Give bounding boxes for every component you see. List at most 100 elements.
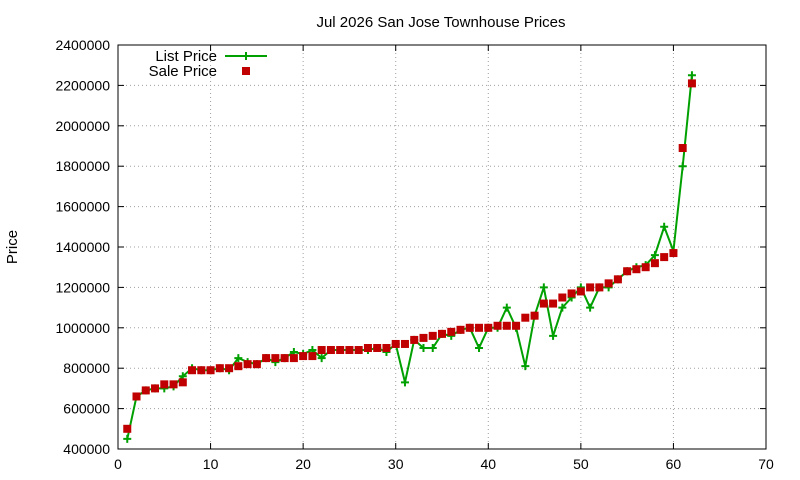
list-price-point bbox=[234, 354, 243, 363]
y-tick-label: 600000 bbox=[63, 401, 110, 417]
sale-price-point bbox=[354, 346, 363, 355]
sale-price-point bbox=[428, 331, 437, 340]
sale-price-point bbox=[262, 354, 271, 363]
y-tick-label: 1200000 bbox=[55, 279, 110, 295]
sale-price-point bbox=[549, 299, 558, 308]
sale-price-point bbox=[447, 327, 456, 336]
sale-price-point bbox=[539, 299, 548, 308]
series-line-list-price bbox=[126, 75, 693, 440]
y-tick-label: 400000 bbox=[63, 441, 110, 457]
sale-price-point bbox=[336, 346, 345, 355]
list-price-point bbox=[521, 362, 530, 371]
sale-price-point bbox=[206, 366, 215, 375]
sale-price-point bbox=[512, 321, 521, 330]
sale-price-point bbox=[234, 362, 243, 371]
list-price-point bbox=[317, 354, 326, 363]
sale-price-point bbox=[252, 360, 261, 369]
legend-label-sale-price: Sale Price bbox=[149, 63, 217, 80]
sale-price-point bbox=[326, 346, 335, 355]
sale-price-point bbox=[141, 386, 150, 395]
sale-price-point bbox=[317, 346, 326, 355]
sale-price-point bbox=[391, 339, 400, 348]
list-price-point bbox=[400, 378, 409, 387]
y-axis-label: Price bbox=[4, 230, 21, 264]
x-tick-label: 30 bbox=[388, 456, 404, 472]
sale-price-point bbox=[197, 366, 206, 375]
sale-price-point bbox=[641, 263, 650, 272]
legend-label-list-price: List Price bbox=[155, 48, 217, 65]
sale-price-point bbox=[438, 329, 446, 338]
sale-price-point bbox=[456, 325, 465, 334]
list-price-point bbox=[428, 344, 437, 352]
sale-price-point bbox=[623, 267, 632, 276]
sale-price-point bbox=[576, 287, 585, 296]
sale-price-point bbox=[678, 144, 687, 153]
sale-price-point bbox=[493, 321, 502, 330]
y-tick-label: 2400000 bbox=[55, 37, 110, 53]
sale-price-point bbox=[363, 344, 372, 352]
sale-price-point bbox=[632, 265, 641, 274]
sale-price-point bbox=[604, 279, 613, 288]
y-tick-label: 1000000 bbox=[55, 320, 110, 336]
list-price-point bbox=[558, 303, 567, 312]
x-tick-label: 0 bbox=[114, 456, 122, 472]
list-price-point bbox=[123, 434, 132, 443]
sale-price-point bbox=[558, 293, 567, 302]
sale-price-point bbox=[132, 392, 141, 401]
sale-price-point bbox=[475, 323, 484, 332]
grid-lines bbox=[118, 45, 766, 449]
sale-price-point bbox=[595, 283, 604, 292]
y-tick-label: 2200000 bbox=[55, 77, 110, 93]
sale-price-point bbox=[178, 378, 187, 387]
sale-price-point bbox=[613, 275, 622, 284]
chart-title: Jul 2026 San Jose Townhouse Prices bbox=[316, 14, 565, 31]
sale-price-point bbox=[123, 424, 132, 433]
sale-price-point bbox=[484, 323, 493, 332]
sale-price-point bbox=[419, 333, 428, 342]
list-price-point bbox=[549, 331, 558, 340]
sale-price-point bbox=[151, 384, 160, 393]
plot-frame bbox=[117, 44, 767, 450]
x-tick-label: 20 bbox=[295, 456, 311, 472]
series-layer bbox=[123, 71, 696, 443]
sale-price-point bbox=[410, 335, 419, 344]
list-price-point bbox=[539, 283, 548, 292]
y-tick-label: 2000000 bbox=[55, 118, 110, 134]
list-price-point bbox=[475, 344, 484, 352]
list-price-point bbox=[678, 162, 687, 171]
sale-price-point bbox=[687, 79, 696, 88]
sale-price-point bbox=[530, 311, 539, 320]
sale-price-point bbox=[660, 253, 669, 262]
sale-price-point bbox=[669, 249, 678, 258]
sale-price-point bbox=[345, 346, 354, 355]
sale-price-point bbox=[650, 259, 659, 268]
sale-price-point bbox=[373, 344, 382, 352]
legend-marker-list-price bbox=[242, 52, 250, 60]
sale-price-point bbox=[225, 364, 234, 373]
list-price-point bbox=[650, 251, 659, 260]
sale-price-point bbox=[289, 354, 298, 363]
sale-price-point bbox=[308, 352, 317, 361]
list-price-point bbox=[502, 303, 511, 312]
sale-price-point bbox=[586, 283, 595, 292]
x-tick-label: 70 bbox=[758, 456, 774, 472]
sale-price-point bbox=[169, 380, 178, 389]
sale-price-point bbox=[243, 360, 252, 369]
list-price-point bbox=[586, 303, 595, 312]
x-tick-label: 40 bbox=[480, 456, 496, 472]
sale-price-point bbox=[502, 321, 511, 330]
sale-price-point bbox=[280, 354, 289, 363]
axis-ticks: 400000 600000 800000 1000000 1200000 1400000 1… bbox=[55, 37, 774, 472]
list-price-point bbox=[660, 222, 669, 231]
sale-price-point bbox=[567, 289, 576, 298]
y-tick-label: 800000 bbox=[63, 360, 110, 376]
list-price-point bbox=[687, 71, 696, 80]
sale-price-point bbox=[465, 323, 474, 332]
x-tick-label: 60 bbox=[666, 456, 682, 472]
sale-price-point bbox=[271, 354, 280, 363]
sale-price-point bbox=[215, 364, 224, 373]
y-tick-label: 1600000 bbox=[55, 199, 110, 215]
legend: List Price Sale Price bbox=[149, 48, 267, 80]
sale-price-point bbox=[521, 313, 530, 322]
